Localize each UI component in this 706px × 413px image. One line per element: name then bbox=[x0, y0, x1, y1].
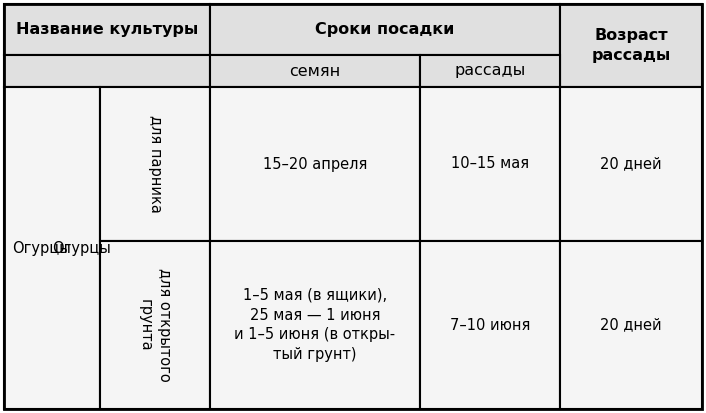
Text: рассады: рассады bbox=[455, 64, 526, 78]
Bar bbox=[210, 55, 420, 87]
Bar bbox=[560, 87, 702, 241]
Bar bbox=[100, 87, 210, 241]
Bar bbox=[420, 87, 560, 241]
Bar bbox=[4, 55, 210, 87]
Bar bbox=[560, 4, 702, 87]
Bar bbox=[420, 241, 560, 409]
Text: Огурцы: Огурцы bbox=[52, 240, 111, 256]
Text: 1–5 мая (в ящики),
25 мая — 1 июня
и 1–5 июня (в откры-
тый грунт): 1–5 мая (в ящики), 25 мая — 1 июня и 1–5… bbox=[234, 288, 395, 362]
Bar bbox=[4, 4, 210, 55]
Text: Огурцы: Огурцы bbox=[12, 240, 71, 256]
Text: Сроки посадки: Сроки посадки bbox=[316, 22, 455, 37]
Bar bbox=[4, 87, 100, 409]
Bar bbox=[210, 87, 420, 241]
Bar bbox=[420, 55, 560, 87]
Text: 7–10 июня: 7–10 июня bbox=[450, 318, 530, 332]
Bar bbox=[560, 241, 702, 409]
Text: Возраст
рассады: Возраст рассады bbox=[592, 28, 671, 63]
Text: для открытого
грунта: для открытого грунта bbox=[138, 268, 172, 382]
Bar bbox=[100, 241, 210, 409]
Text: 10–15 мая: 10–15 мая bbox=[451, 157, 529, 171]
Text: 20 дней: 20 дней bbox=[600, 157, 662, 171]
Text: для парника: для парника bbox=[148, 115, 162, 213]
Text: Название культуры: Название культуры bbox=[16, 22, 198, 37]
Bar bbox=[210, 4, 560, 55]
Bar bbox=[210, 241, 420, 409]
Text: семян: семян bbox=[289, 64, 340, 78]
Text: 20 дней: 20 дней bbox=[600, 318, 662, 332]
Text: 15–20 апреля: 15–20 апреля bbox=[263, 157, 367, 171]
